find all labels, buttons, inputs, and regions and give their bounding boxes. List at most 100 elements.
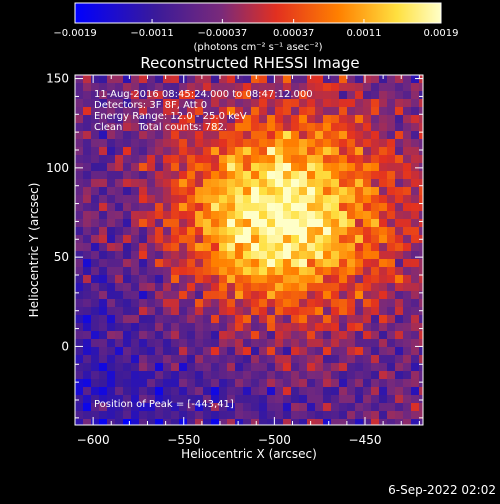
heatmap-cell	[139, 219, 147, 227]
heatmap-cell	[147, 171, 155, 179]
heatmap-cell	[275, 331, 283, 339]
heatmap-cell	[163, 411, 171, 419]
annotation-block: 11-Aug-2016 08:45:24.000 to 08:47:12.000…	[94, 89, 313, 133]
heatmap-cell	[347, 315, 355, 323]
heatmap-cell	[211, 171, 219, 179]
heatmap-cell	[147, 291, 155, 299]
heatmap-cell	[299, 91, 307, 99]
heatmap-cell	[403, 155, 411, 163]
heatmap-cell	[131, 259, 139, 267]
heatmap-cell	[219, 251, 227, 259]
heatmap-cell	[395, 323, 403, 331]
heatmap-cell	[123, 387, 131, 395]
heatmap-cell	[387, 379, 395, 387]
heatmap-cell	[291, 203, 299, 211]
heatmap-cell	[419, 115, 423, 123]
heatmap-cell	[251, 107, 259, 115]
heatmap-cell	[251, 331, 259, 339]
heatmap-cell	[155, 131, 163, 139]
heatmap-cell	[291, 395, 299, 403]
heatmap-cell	[219, 139, 227, 147]
heatmap-cell	[171, 275, 179, 283]
heatmap-cell	[243, 139, 251, 147]
heatmap-cell	[395, 395, 403, 403]
heatmap-cell	[371, 387, 379, 395]
heatmap-cell	[387, 179, 395, 187]
heatmap-cell	[411, 355, 419, 363]
heatmap-cell	[83, 91, 91, 99]
heatmap-cell	[163, 235, 171, 243]
heatmap-cell	[403, 307, 411, 315]
heatmap-cell	[123, 395, 131, 403]
heatmap-cell	[299, 75, 307, 83]
heatmap-cell	[403, 163, 411, 171]
heatmap-cell	[387, 307, 395, 315]
heatmap-cell	[315, 387, 323, 395]
heatmap-cell	[419, 83, 423, 91]
heatmap-cell	[355, 107, 363, 115]
heatmap-cell	[219, 259, 227, 267]
heatmap-cell	[83, 99, 91, 107]
heatmap-cell	[339, 299, 347, 307]
heatmap-cell	[315, 91, 323, 99]
heatmap-cell	[403, 395, 411, 403]
heatmap-cell	[163, 155, 171, 163]
heatmap-cell	[99, 403, 107, 411]
heatmap-cell	[195, 371, 203, 379]
heatmap-cell	[395, 339, 403, 347]
heatmap-cell	[347, 411, 355, 419]
heatmap-cell	[419, 187, 423, 195]
heatmap-cell	[91, 99, 99, 107]
heatmap-cell	[363, 179, 371, 187]
heatmap-cell	[187, 395, 195, 403]
heatmap-cell	[419, 395, 423, 403]
heatmap-cell	[235, 347, 243, 355]
heatmap-cell	[291, 363, 299, 371]
heatmap-cell	[291, 267, 299, 275]
heatmap-cell	[115, 147, 123, 155]
heatmap-cell	[331, 411, 339, 419]
heatmap-cell	[75, 379, 83, 387]
plot-frame	[74, 74, 424, 426]
heatmap-cell	[355, 307, 363, 315]
heatmap-cell	[315, 259, 323, 267]
heatmap-cell	[203, 419, 211, 425]
heatmap-cell	[363, 139, 371, 147]
heatmap-cell	[75, 283, 83, 291]
heatmap-cell	[131, 115, 139, 123]
heatmap-cell	[203, 179, 211, 187]
heatmap-cell	[155, 211, 163, 219]
heatmap-cell	[323, 139, 331, 147]
y-tick-label: 100	[46, 161, 69, 175]
heatmap-cell	[139, 235, 147, 243]
heatmap-cell	[219, 331, 227, 339]
heatmap-cell	[379, 179, 387, 187]
heatmap-cell	[331, 251, 339, 259]
heatmap-cell	[259, 355, 267, 363]
heatmap-cell	[395, 107, 403, 115]
heatmap-cell	[131, 155, 139, 163]
heatmap-cell	[179, 187, 187, 195]
heatmap-cell	[187, 411, 195, 419]
heatmap-cell	[91, 171, 99, 179]
heatmap-cell	[339, 411, 347, 419]
heatmap-cell	[299, 259, 307, 267]
heatmap-cell	[307, 163, 315, 171]
heatmap-cell	[155, 123, 163, 131]
heatmap-cell	[187, 299, 195, 307]
heatmap-cell	[219, 315, 227, 323]
heatmap-cell	[107, 227, 115, 235]
heatmap-cell	[123, 171, 131, 179]
heatmap-cell	[99, 75, 107, 83]
heatmap-cell	[227, 283, 235, 291]
heatmap-cell	[203, 275, 211, 283]
heatmap-cell	[315, 75, 323, 83]
heatmap-cell	[363, 339, 371, 347]
heatmap-cell	[411, 259, 419, 267]
heatmap-cell	[179, 275, 187, 283]
heatmap-cell	[403, 195, 411, 203]
heatmap-cell	[291, 171, 299, 179]
heatmap-cell	[123, 371, 131, 379]
heatmap-cell	[299, 355, 307, 363]
heatmap-cell	[99, 91, 107, 99]
